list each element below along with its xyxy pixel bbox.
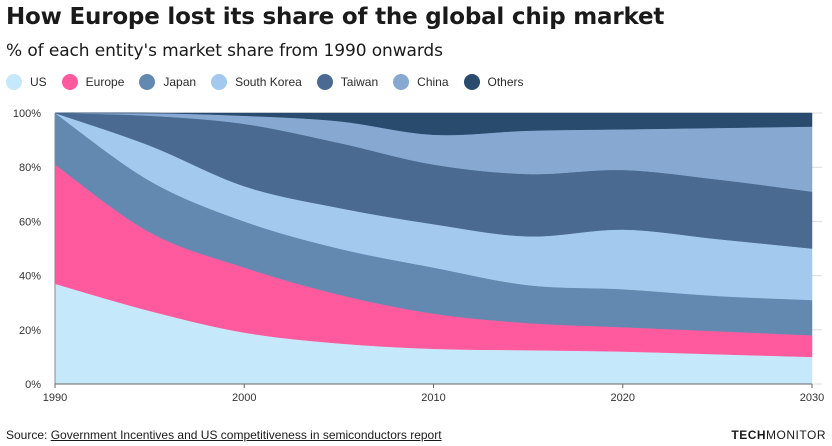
- y-tick-label: 40%: [19, 271, 41, 283]
- brand-logo: TECHMONITOR: [731, 428, 826, 442]
- x-tick-label: 2010: [421, 392, 445, 404]
- chart-title: How Europe lost its share of the global …: [6, 4, 665, 30]
- x-tick-label: 1990: [43, 392, 67, 404]
- brand-light: MONITOR: [766, 428, 826, 442]
- legend-swatch-us: [6, 74, 22, 90]
- chart-subtitle: % of each entity's market share from 199…: [6, 41, 443, 61]
- x-tick-label: 2030: [800, 392, 824, 404]
- y-tick-label: 100%: [13, 108, 41, 120]
- legend-label-china: China: [417, 75, 449, 89]
- legend-swatch-europe: [61, 74, 78, 90]
- source-note: Source: Government Incentives and US com…: [6, 428, 442, 442]
- source-prefix: Source:: [6, 428, 51, 442]
- legend-item-us: US: [6, 74, 47, 90]
- legend-swatch-china: [393, 74, 410, 90]
- x-tick-label: 2020: [611, 392, 635, 404]
- legend-item-china: China: [393, 74, 449, 90]
- legend-item-others: Others: [463, 74, 524, 90]
- legend-swatch-japan: [139, 74, 156, 90]
- legend-label-japan: Japan: [163, 75, 197, 89]
- legend-label-south-korea: South Korea: [235, 75, 302, 89]
- stacked-area-chart: 0% 20% 40% 60% 80% 100% 1990 2000 2010 2020 2030: [13, 108, 824, 404]
- legend-item-japan: Japan: [139, 74, 196, 90]
- legend-label-us: US: [30, 75, 47, 89]
- legend-swatch-taiwan: [316, 74, 333, 90]
- legend-item-south-korea: South Korea: [211, 74, 302, 90]
- y-tick-label: 80%: [19, 162, 41, 174]
- x-tick-label: 2000: [232, 392, 256, 404]
- legend-label-others: Others: [487, 75, 524, 89]
- legend-swatch-south-korea: [211, 74, 228, 90]
- y-tick-label: 0%: [25, 379, 41, 391]
- y-tick-label: 60%: [19, 216, 41, 228]
- legend-swatch-others: [463, 74, 480, 90]
- legend-label-taiwan: Taiwan: [340, 75, 379, 89]
- legend-item-taiwan: Taiwan: [316, 74, 379, 90]
- chart-legend: US Europe Japan South Korea Taiwan China Other…: [6, 74, 539, 90]
- y-tick-label: 20%: [19, 325, 41, 337]
- legend-item-europe: Europe: [61, 74, 125, 90]
- brand-bold: TECH: [731, 428, 767, 442]
- area-others: [54, 112, 813, 136]
- legend-label-europe: Europe: [85, 75, 125, 89]
- source-link[interactable]: Government Incentives and US competitive…: [50, 428, 442, 442]
